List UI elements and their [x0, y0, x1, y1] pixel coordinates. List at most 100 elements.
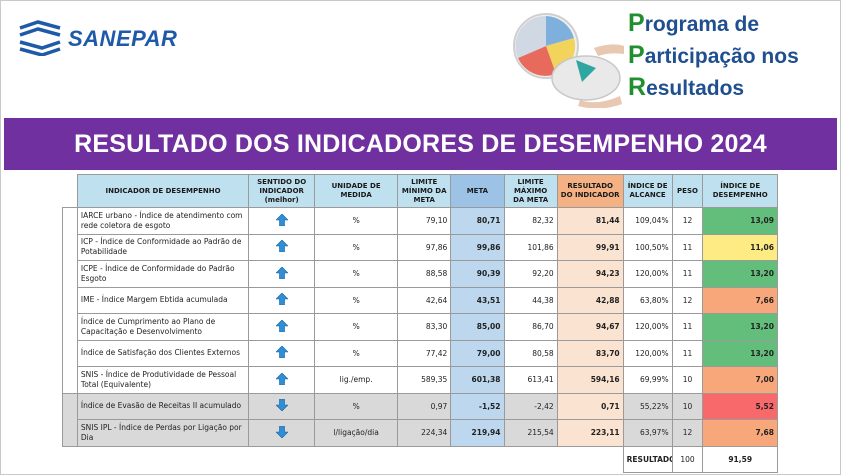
- sanepar-logo: SANEPAR: [18, 20, 188, 56]
- performance-index-cell: 5,52: [702, 392, 778, 420]
- direction-up-arrow-icon: [248, 260, 316, 288]
- direction-down-arrow-icon: [248, 392, 316, 420]
- header-peso: PESO: [671, 174, 704, 208]
- program-title-line-3: Resultados: [628, 73, 745, 101]
- sanepar-logo-icon: [19, 20, 61, 56]
- table-header-row: INDICADOR DE DESEMPENHO SENTIDO DO INDIC…: [62, 174, 778, 208]
- unit-cell: lig./emp.: [314, 366, 399, 394]
- header-alcance: ÍNDICE DE ALCANCE: [622, 174, 673, 208]
- performance-index-cell: 13,20: [702, 260, 778, 288]
- header-sentido: SENTIDO DO INDICADOR (melhor): [248, 174, 316, 208]
- performance-index-cell: 13,09: [702, 207, 778, 235]
- result-cell: 42,88: [556, 286, 624, 314]
- header-resultado: RESULTADO DO INDICADOR: [556, 174, 624, 208]
- reach-cell: 63,80%: [622, 286, 673, 314]
- weight-cell: 11: [671, 339, 704, 367]
- performance-index-cell: 7,68: [702, 419, 778, 447]
- unit-cell: %: [314, 233, 399, 261]
- total-value: 91,59: [702, 445, 778, 473]
- limit-min-cell: 77,42: [397, 339, 452, 367]
- limit-max-cell: 44,38: [503, 286, 558, 314]
- meta-cell: 601,38: [450, 366, 505, 394]
- program-title-line-1: Programa de: [628, 9, 760, 37]
- result-cell: 94,23: [556, 260, 624, 288]
- table-row: DECRESCENTESÍndice de Evasão de Receitas…: [62, 392, 778, 447]
- weight-cell: 11: [671, 313, 704, 341]
- group-label-crescentes: CRESCENTES: [62, 207, 78, 394]
- unit-cell: %: [314, 339, 399, 367]
- performance-index-cell: 7,00: [702, 366, 778, 394]
- direction-up-arrow-icon: [248, 207, 316, 235]
- limit-max-cell: 613,41: [503, 366, 558, 394]
- limit-max-cell: -2,42: [503, 392, 558, 420]
- meta-cell: 219,94: [450, 419, 505, 447]
- header-unidade: UNIDADE DE MEDIDA: [314, 174, 399, 208]
- meta-cell: 43,51: [450, 286, 505, 314]
- limit-min-cell: 589,35: [397, 366, 452, 394]
- performance-index-cell: 7,66: [702, 286, 778, 314]
- table-row: ICPE - Índice de Conformidade do Padrão …: [63, 260, 778, 288]
- meta-cell: 79,00: [450, 339, 505, 367]
- header-limite-min: LIMITE MÍNIMO DA META: [397, 174, 452, 208]
- reach-cell: 120,00%: [622, 339, 673, 367]
- meta-cell: 85,00: [450, 313, 505, 341]
- unit-cell: %: [314, 392, 399, 420]
- header-indicador: INDICADOR DE DESEMPENHO: [76, 174, 250, 208]
- total-row: RESULTADO 100 91,59: [62, 445, 778, 473]
- header-desempenho: ÍNDICE DE DESEMPENHO: [702, 174, 778, 208]
- indicator-name: Índice de Cumprimento ao Plano de Capaci…: [76, 313, 250, 341]
- reach-cell: 109,04%: [622, 207, 673, 235]
- limit-max-cell: 80,58: [503, 339, 558, 367]
- weight-cell: 12: [671, 419, 704, 447]
- indicator-name: SNIS - Índice de Produtividade de Pessoa…: [76, 366, 250, 394]
- indicator-name: SNIS IPL - Índice de Perdas por Ligação …: [76, 419, 250, 447]
- direction-up-arrow-icon: [248, 366, 316, 394]
- indicator-name: Índice de Satisfação dos Clientes Extern…: [76, 339, 250, 367]
- weight-cell: 11: [671, 233, 704, 261]
- indicators-table: INDICADOR DE DESEMPENHO SENTIDO DO INDIC…: [62, 174, 778, 473]
- weight-cell: 11: [671, 260, 704, 288]
- performance-index-cell: 13,20: [702, 313, 778, 341]
- limit-max-cell: 92,20: [503, 260, 558, 288]
- meta-cell: 80,71: [450, 207, 505, 235]
- reach-cell: 63,97%: [622, 419, 673, 447]
- performance-index-cell: 11,06: [702, 233, 778, 261]
- table-body: CRESCENTESIARCE urbano - Índice de atend…: [62, 207, 778, 473]
- weight-cell: 12: [671, 207, 704, 235]
- result-cell: 83,70: [556, 339, 624, 367]
- weight-cell: 10: [671, 392, 704, 420]
- indicator-name: IARCE urbano - Índice de atendimento com…: [76, 207, 250, 235]
- indicator-name: Índice de Evasão de Receitas II acumulad…: [76, 392, 250, 420]
- direction-up-arrow-icon: [248, 313, 316, 341]
- reach-cell: 69,99%: [622, 366, 673, 394]
- total-weight: 100: [671, 445, 704, 473]
- reach-cell: 100,50%: [622, 233, 673, 261]
- result-cell: 594,16: [556, 366, 624, 394]
- direction-up-arrow-icon: [248, 233, 316, 261]
- table-row: CRESCENTESIARCE urbano - Índice de atend…: [62, 207, 778, 394]
- limit-min-cell: 0,97: [397, 392, 452, 420]
- result-cell: 99,91: [556, 233, 624, 261]
- limit-min-cell: 42,64: [397, 286, 452, 314]
- header-limite-max: LIMITE MÁXIMO DA META: [503, 174, 558, 208]
- table-row: ICP - Índice de Conformidade ao Padrão d…: [63, 233, 778, 261]
- table-row: SNIS IPL - Índice de Perdas por Ligação …: [63, 419, 778, 447]
- direction-up-arrow-icon: [248, 339, 316, 367]
- unit-cell: %: [314, 260, 399, 288]
- reach-cell: 120,00%: [622, 313, 673, 341]
- result-cell: 81,44: [556, 207, 624, 235]
- total-label: RESULTADO: [622, 445, 673, 473]
- title-banner: RESULTADO DOS INDICADORES DE DESEMPENHO …: [4, 118, 837, 170]
- logo-text: SANEPAR: [68, 26, 178, 51]
- unit-cell: %: [314, 313, 399, 341]
- page-title: RESULTADO DOS INDICADORES DE DESEMPENHO …: [74, 130, 767, 158]
- limit-min-cell: 88,58: [397, 260, 452, 288]
- meta-cell: 90,39: [450, 260, 505, 288]
- limit-max-cell: 86,70: [503, 313, 558, 341]
- table-row: Índice de Satisfação dos Clientes Extern…: [63, 339, 778, 367]
- indicator-name: ICPE - Índice de Conformidade do Padrão …: [76, 260, 250, 288]
- limit-max-cell: 82,32: [503, 207, 558, 235]
- weight-cell: 10: [671, 366, 704, 394]
- limit-min-cell: 79,10: [397, 207, 452, 235]
- result-cell: 223,11: [556, 419, 624, 447]
